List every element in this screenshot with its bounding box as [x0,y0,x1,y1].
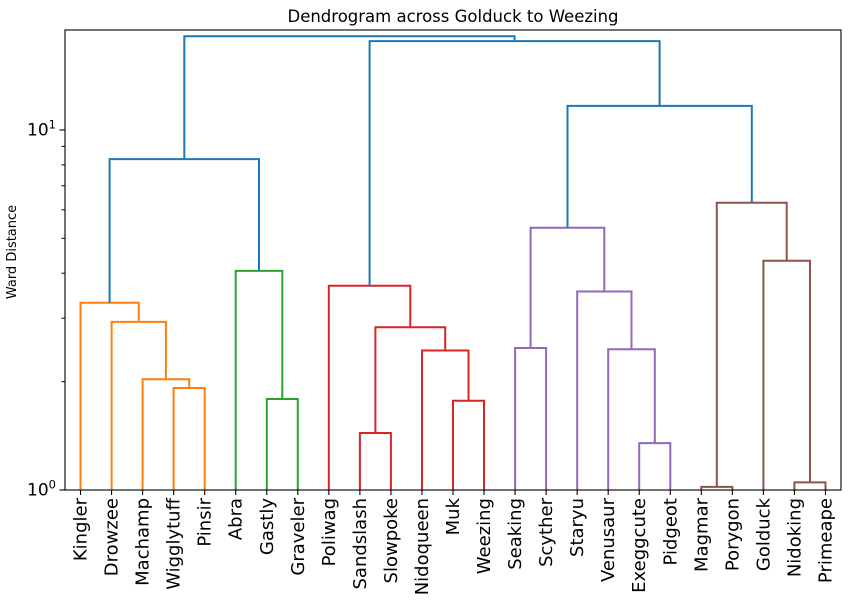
dendrogram-link-green [265,398,299,490]
x-tick-label: Weezing [474,498,495,574]
x-tick-label: Wigglytuff [164,497,185,589]
x-tick-label: Graveler [288,497,309,575]
dendrogram-link-brown [793,481,827,490]
x-tick-label: Drowzee [102,498,123,576]
x-tick-label: Staryu [567,498,588,557]
plot-area: 100 101 Kingler Drowzee Machamp Wigglytuff Pin… [27,29,842,595]
x-tick-label: Gastly [257,498,278,555]
y-axis-ticks: 100 101 [27,117,65,501]
dendrogram-link-purple [638,442,672,490]
dendrogram-link-orange [110,320,167,490]
dendrogram-link-orange [79,301,140,490]
dendrogram-link-brown [715,201,788,487]
x-tick-label: Magmar [691,497,712,572]
x-tick-label: Nidoking [784,498,805,577]
x-tick-label: Pidgeot [660,498,681,565]
dendrogram-link-purple [607,348,656,490]
y-axis-label: Ward Distance [5,205,20,299]
dendrogram-link-red [327,284,412,490]
dendrogram-link-purple [576,290,633,490]
dendrogram-link-purple [514,347,548,490]
x-tick-label: Exeggcute [629,498,650,593]
x-tick-label: Porygon [722,498,743,571]
x-tick-label: Primeape [815,498,836,583]
dendrogram-link-blue [183,35,516,160]
x-tick-label: Scyther [536,497,557,567]
x-tick-label: Seaking [505,498,526,570]
x-tick-label: Slowpoke [381,498,402,583]
dendrogram-links [79,35,827,490]
x-tick-label: Venusaur [598,497,619,582]
dendrogram-link-brown [762,259,811,490]
x-axis-ticks: Kingler Drowzee Machamp Wigglytuff Pinsir Abr… [70,490,836,595]
dendrogram-link-blue [368,40,661,286]
dendrogram-link-red [374,326,447,433]
chart-title: Dendrogram across Golduck to Weezing [287,7,618,26]
x-tick-label: Golduck [753,497,774,571]
dendrogram-link-red [452,399,485,490]
y-tick-label: 100 [27,478,56,501]
x-tick-label: Pinsir [195,497,216,546]
x-tick-label: Poliwag [319,498,340,566]
x-tick-label: Muk [443,497,464,535]
dendrogram-link-red [421,349,470,490]
dendrogram-link-blue [566,104,753,228]
x-tick-label: Nidoqueen [412,498,433,595]
x-tick-label: Abra [226,498,247,540]
x-tick-label: Machamp [133,498,154,586]
x-tick-label: Kingler [70,497,91,561]
dendrogram-link-red [358,432,392,490]
dendrogram-link-orange [141,378,191,490]
y-tick-label: 101 [27,117,56,140]
dendrogram-link-purple [529,226,606,348]
dendrogram-link-orange [172,387,206,490]
x-tick-label: Sandslash [350,498,371,590]
dendrogram-link-green [234,269,284,490]
